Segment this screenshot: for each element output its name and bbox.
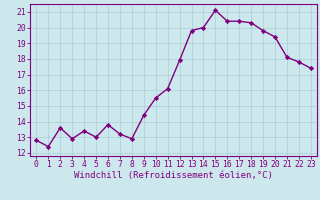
X-axis label: Windchill (Refroidissement éolien,°C): Windchill (Refroidissement éolien,°C)	[74, 171, 273, 180]
